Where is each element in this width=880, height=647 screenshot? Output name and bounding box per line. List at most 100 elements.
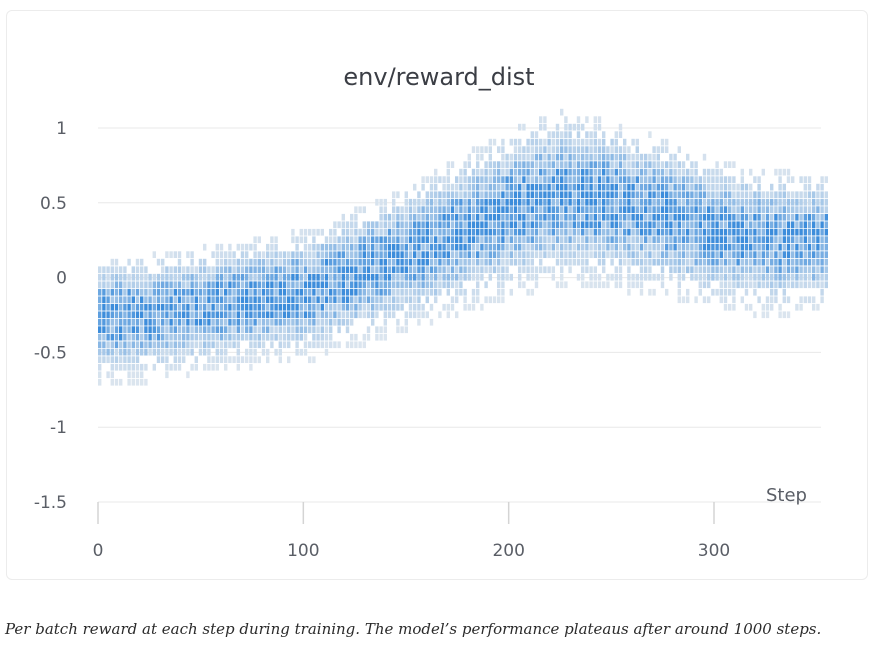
heatmap-cell (186, 296, 190, 304)
heatmap-cell (387, 311, 392, 319)
heatmap-cell (593, 243, 597, 251)
heatmap-cell (497, 191, 501, 199)
heatmap-cell (148, 303, 152, 311)
heatmap-cell (795, 258, 799, 266)
heatmap-cell (690, 176, 694, 183)
heatmap-cell (509, 213, 513, 221)
heatmap-cell (392, 236, 396, 244)
heatmap-cell (299, 251, 303, 259)
heatmap-cell (744, 281, 749, 289)
heatmap-cell (261, 326, 266, 334)
heatmap-cell (324, 341, 329, 349)
heatmap-cell (690, 273, 694, 281)
heatmap-cell (455, 206, 459, 213)
heatmap-cell (606, 228, 610, 236)
heatmap-cell (631, 183, 635, 191)
heatmap-cell (501, 273, 505, 281)
heatmap-cell (560, 213, 564, 221)
heatmap-cell (606, 168, 610, 176)
heatmap-cell (488, 228, 492, 236)
heatmap-cell (610, 236, 614, 243)
heatmap-cell (245, 356, 249, 363)
heatmap-cell (488, 273, 492, 281)
heatmap-cell (497, 243, 501, 251)
heatmap-cell (261, 318, 266, 326)
heatmap-cell (744, 191, 749, 199)
heatmap-cell (182, 288, 186, 296)
heatmap-cell (774, 281, 778, 289)
heatmap-cell (795, 228, 799, 236)
heatmap-cell (518, 198, 522, 206)
heatmap-cell (446, 213, 450, 221)
heatmap-cell (278, 333, 282, 341)
heatmap-cell (627, 221, 631, 229)
heatmap-cell (337, 303, 341, 311)
heatmap-cell (820, 213, 824, 221)
heatmap-cell (106, 273, 110, 281)
heatmap-cell (791, 198, 795, 206)
heatmap-cell (186, 273, 190, 281)
heatmap-cell (257, 258, 261, 266)
heatmap-cell (207, 341, 211, 349)
heatmap-cell (715, 198, 719, 206)
heatmap-cell (421, 198, 425, 206)
heatmap-cell (711, 221, 715, 229)
heatmap-cell (593, 183, 597, 191)
heatmap-cell (303, 303, 308, 311)
heatmap-cell (274, 273, 278, 281)
heatmap-cell (396, 326, 400, 334)
heatmap-cell (295, 236, 299, 244)
heatmap-cell (644, 273, 648, 281)
heatmap-cell (560, 281, 564, 289)
heatmap-cell (177, 363, 182, 371)
heatmap-cell (627, 191, 631, 199)
heatmap-cell (572, 161, 576, 168)
heatmap-cell (404, 243, 408, 251)
heatmap-cell (778, 206, 782, 213)
heatmap-cell (765, 206, 770, 213)
heatmap-cell (551, 146, 555, 153)
heatmap-cell (749, 258, 753, 266)
heatmap-cell (623, 183, 627, 191)
heatmap-cell (606, 213, 610, 221)
heatmap-cell (358, 288, 362, 296)
heatmap-cell (119, 303, 123, 311)
heatmap-cell (408, 236, 413, 244)
heatmap-cell (492, 168, 497, 176)
heatmap-cell (761, 236, 765, 243)
heatmap-cell (463, 228, 467, 236)
heatmap-cell (421, 228, 425, 236)
heatmap-cell (694, 176, 698, 183)
heatmap-cell (207, 281, 211, 289)
heatmap-cell (652, 191, 656, 199)
heatmap-cell (400, 213, 404, 221)
heatmap-cell (581, 221, 585, 229)
heatmap-cell (198, 296, 203, 304)
heatmap-cell (719, 191, 723, 199)
heatmap-cell (413, 206, 417, 213)
heatmap-cell (236, 281, 240, 289)
heatmap-cell (165, 341, 169, 349)
heatmap-cell (119, 311, 123, 319)
heatmap-cell (547, 131, 551, 138)
heatmap-cell (765, 296, 770, 304)
heatmap-cell (786, 266, 791, 274)
heatmap-cell (253, 273, 257, 281)
heatmap-cell (224, 333, 228, 341)
heatmap-cell (669, 243, 673, 251)
heatmap-cell (413, 258, 417, 266)
heatmap-cell (215, 273, 219, 281)
heatmap-cell (219, 258, 224, 266)
heatmap-cell (757, 191, 761, 199)
heatmap-cell (530, 183, 534, 191)
heatmap-cell (677, 243, 681, 251)
heatmap-cell (770, 266, 774, 274)
heatmap-cell (732, 236, 736, 243)
heatmap-cell (308, 258, 312, 266)
heatmap-cell (534, 138, 539, 146)
heatmap-cell (518, 191, 522, 199)
heatmap-cell (463, 296, 467, 304)
heatmap-cell (488, 243, 492, 251)
heatmap-cell (665, 206, 669, 213)
heatmap-cell (644, 183, 648, 191)
